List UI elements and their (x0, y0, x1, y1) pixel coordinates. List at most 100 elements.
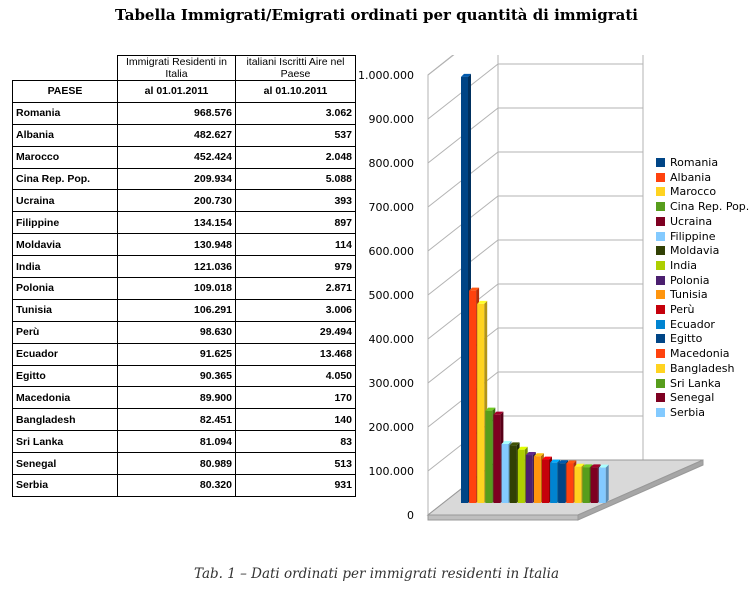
aire-cell: 83 (235, 430, 356, 454)
bar-Ucraina (493, 414, 501, 503)
legend-label: Bangladesh (670, 361, 735, 375)
legend-swatch (656, 231, 665, 241)
immigrati-cell: 452.424 (117, 145, 236, 169)
country-cell: India (12, 255, 118, 279)
legend-item: Bangladesh (656, 362, 735, 375)
table-row: Marocco 452.424 2.048 (12, 145, 356, 169)
table-corner (13, 56, 118, 81)
page-title: Tabella Immigrati/Emigrati ordinati per … (115, 6, 638, 24)
country-cell: Filippine (12, 211, 118, 235)
bar-Albania (469, 290, 477, 503)
country-cell: Macedonia (12, 386, 118, 410)
legend-item: Romania (656, 156, 718, 169)
aire-cell: 393 (235, 189, 356, 213)
immigrati-cell: 80.989 (117, 452, 236, 476)
country-cell: Albania (12, 123, 118, 147)
y-tick-label: 400.000 (369, 333, 415, 346)
country-cell: Tunisia (12, 298, 118, 322)
bar-top-Perù (542, 456, 552, 460)
legend-swatch (656, 305, 665, 314)
legend-label: Ecuador (670, 317, 715, 331)
immigrati-cell: 98.630 (117, 320, 236, 344)
table-row: Polonia 109.018 2.871 (12, 277, 356, 300)
y-tick-label: 0 (407, 509, 414, 522)
country-cell: Ucraina (12, 189, 118, 213)
bar-top-Cina Rep. Pop. (485, 407, 496, 411)
aire-cell: 2.048 (235, 145, 356, 169)
immigrati-cell: 106.291 (117, 298, 236, 322)
immigrati-cell: 89.900 (117, 386, 236, 410)
y-tick-label: 800.000 (369, 157, 415, 170)
bar-top-Serbia (598, 464, 609, 468)
bar-Macedonia (566, 463, 574, 503)
legend-swatch (656, 275, 665, 285)
immigrati-cell: 209.934 (117, 167, 236, 191)
table-row: Ecuador 91.625 13.468 (12, 342, 356, 366)
bar-Cina Rep. Pop. (485, 410, 493, 503)
bar-top-Ucraina (493, 411, 504, 415)
legend-swatch (656, 319, 665, 329)
bar-top-India (517, 446, 528, 450)
bar-Bangladesh (574, 466, 582, 503)
col-immigrati-header: Immigrati Residenti in Italia (117, 55, 236, 81)
legend-swatch (656, 334, 665, 344)
bar-Filippine (501, 443, 509, 503)
legend-swatch (656, 187, 665, 197)
aire-cell: 3.006 (235, 298, 356, 322)
legend-swatch (656, 378, 665, 388)
legend-swatch (656, 260, 665, 270)
legend-item: India (656, 259, 697, 272)
country-cell: Egitto (12, 364, 118, 388)
bar-top-Sri Lanka (582, 464, 593, 468)
aire-cell: 170 (235, 386, 356, 410)
country-cell: Polonia (12, 277, 118, 300)
legend-item: Senegal (656, 391, 714, 404)
legend-swatch (656, 290, 665, 300)
legend-label: Egitto (670, 332, 703, 346)
bar-top-Marocco (477, 300, 488, 304)
table-row: Serbia 80.320 931 (12, 474, 356, 497)
legend-label: Perù (670, 303, 695, 316)
legend-item: Moldavia (656, 244, 719, 257)
bar-chart: 0 100.000 200.000 300.000 400.000 500.000 600.… (358, 55, 704, 522)
table-caption: Tab. 1 – Dati ordinati per immigrati res… (193, 566, 559, 582)
bar-top-Moldavia (509, 442, 520, 446)
col-aire-date: al 01.10.2011 (235, 80, 356, 103)
aire-cell: 537 (235, 123, 356, 147)
legend-label: Polonia (670, 273, 710, 287)
table-row: Ucraina 200.730 393 (12, 189, 356, 213)
legend-label: India (670, 258, 697, 272)
y-tick-label: 1.000.000 (358, 69, 414, 82)
country-cell: Serbia (12, 474, 118, 497)
immigrati-cell: 134.154 (117, 211, 236, 235)
country-cell: Sri Lanka (12, 430, 118, 454)
legend-swatch (656, 158, 665, 167)
legend-item: Sri Lanka (656, 377, 721, 390)
bar-top-Polonia (525, 452, 536, 456)
col-immigrati-date: al 01.01.2011 (117, 80, 236, 103)
bar-Sri Lanka (582, 467, 590, 503)
table-row: Macedonia 89.900 170 (12, 386, 356, 410)
table-row: India 121.036 979 (12, 255, 356, 279)
legend-label: Filippine (670, 229, 716, 243)
legend-swatch (656, 216, 665, 226)
bar-Marocco (477, 303, 485, 503)
y-tick-label: 100.000 (369, 465, 415, 478)
country-cell: Marocco (12, 145, 118, 169)
bar-top-Romania (461, 73, 471, 77)
legend-label: Moldavia (670, 244, 720, 258)
aire-cell: 13.468 (235, 342, 356, 366)
legend-item: Marocco (656, 185, 716, 198)
legend-item: Ecuador (656, 318, 715, 331)
chart-floor-edge (427, 514, 579, 521)
legend-swatch (656, 363, 665, 373)
immigrati-cell: 91.625 (117, 342, 236, 366)
bar-Senegal (590, 467, 598, 503)
legend-item: Egitto (656, 332, 702, 345)
bar-Tunisia (533, 456, 541, 503)
immigrati-cell: 482.627 (117, 123, 236, 147)
col-aire-header: italiani Iscritti Aire nel Paese (235, 55, 356, 81)
table-body: Romania 968.576 3.062 Albania 482.627 537 Maro… (12, 101, 356, 497)
bar-top-Bangladesh (574, 463, 585, 467)
legend-item: Filippine (656, 230, 715, 243)
